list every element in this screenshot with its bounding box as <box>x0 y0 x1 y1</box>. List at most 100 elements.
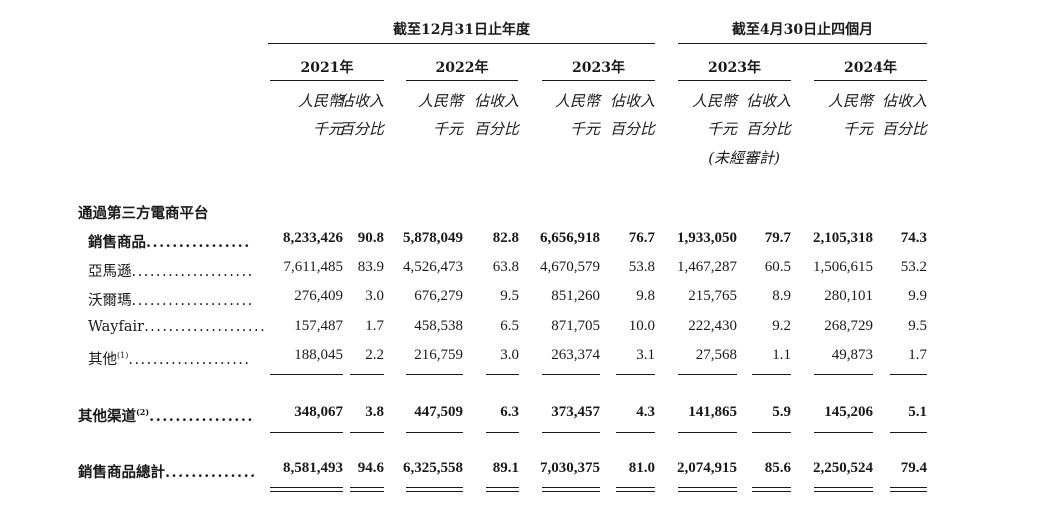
cell-percent: 79.4 <box>900 460 927 476</box>
year-header: 2023年 <box>708 60 761 76</box>
unit-revenue-label: 佔收入 <box>338 92 384 110</box>
cell-percent: 85.6 <box>764 460 791 476</box>
subtotal-rule <box>542 374 600 375</box>
row-label: Wayfair.................... <box>88 319 266 335</box>
cell-amount: 871,705 <box>551 318 600 334</box>
row-label-text: 其他 <box>88 352 117 368</box>
cell-percent: 76.7 <box>628 230 655 246</box>
total-double-rule <box>752 487 791 492</box>
row-label: 銷售商品................ <box>88 231 251 252</box>
total-double-rule <box>814 487 873 492</box>
total-double-rule <box>270 487 343 492</box>
cell-amount: 6,656,918 <box>540 230 600 246</box>
section-title: 通過第三方電商平台 <box>78 205 209 222</box>
subtotal-rule <box>890 374 927 375</box>
cell-amount: 348,067 <box>294 404 343 420</box>
cell-percent: 4.3 <box>636 404 655 420</box>
cell-percent: 9.2 <box>772 318 791 334</box>
cell-percent: 60.5 <box>764 259 791 275</box>
year-header: 2022年 <box>435 60 489 76</box>
cell-amount: 7,611,485 <box>283 259 343 275</box>
cell-percent: 1.7 <box>365 318 384 334</box>
cell-amount: 141,865 <box>688 404 737 420</box>
subtotal-rule <box>486 432 519 433</box>
unit-thousand-label: 千元 <box>569 120 600 138</box>
cell-percent: 90.8 <box>357 230 384 246</box>
total-double-rule <box>542 487 600 492</box>
cell-percent: 9.9 <box>908 288 927 304</box>
cell-amount: 268,729 <box>824 318 873 334</box>
row-label-text: 銷售商品總計 <box>78 464 165 481</box>
cell-percent: 79.7 <box>764 230 791 246</box>
cell-amount: 458,538 <box>414 318 463 334</box>
footnote-marker: (1) <box>117 351 129 360</box>
cell-percent: 3.1 <box>636 347 655 363</box>
cell-percent: 83.9 <box>357 259 384 275</box>
cell-amount: 276,409 <box>294 288 343 304</box>
cell-percent: 6.3 <box>500 404 519 420</box>
cell-amount: 27,568 <box>695 347 737 363</box>
total-double-rule <box>890 487 927 492</box>
leader-dots: ................ <box>146 234 251 251</box>
cell-amount: 4,670,579 <box>540 259 600 275</box>
unit-rmb-label: 人民幣 <box>691 92 737 110</box>
row-label: 其他(1).................... <box>88 348 251 369</box>
cell-amount: 5,878,049 <box>403 230 463 246</box>
cell-percent: 82.8 <box>492 230 519 246</box>
subtotal-rule <box>542 432 600 433</box>
group-header-month: 截至4月30日止四個月 <box>731 22 874 38</box>
cell-amount: 7,030,375 <box>540 460 600 476</box>
cell-amount: 4,526,473 <box>403 259 463 275</box>
cell-percent: 81.0 <box>628 460 655 476</box>
subtotal-rule <box>270 374 343 375</box>
cell-percent: 1.7 <box>908 347 927 363</box>
cell-percent: 9.8 <box>636 288 655 304</box>
leader-dots: ................ <box>149 408 254 425</box>
year-header: 2021年 <box>300 60 354 76</box>
row-label-text: 亞馬遜 <box>88 264 132 280</box>
unit-percent-label: 百分比 <box>881 120 927 138</box>
cell-percent: 89.1 <box>492 460 519 476</box>
unit-percent-label: 百分比 <box>745 120 791 138</box>
unit-percent-label: 百分比 <box>473 120 519 138</box>
row-label: 沃爾瑪.................... <box>88 289 254 310</box>
cell-amount: 1,467,287 <box>677 259 737 275</box>
cell-amount: 447,509 <box>414 404 463 420</box>
row-label: 銷售商品總計.............. <box>78 461 257 482</box>
cell-amount: 6,325,558 <box>403 460 463 476</box>
group-header-year: 截至12月31日止年度 <box>393 22 530 38</box>
subtotal-rule <box>814 432 873 433</box>
subtotal-rule <box>616 374 655 375</box>
total-double-rule <box>616 487 655 492</box>
subtotal-rule <box>678 374 737 375</box>
cell-percent: 3.8 <box>365 404 384 420</box>
subtotal-rule <box>752 432 791 433</box>
cell-percent: 9.5 <box>500 288 519 304</box>
year-rule <box>814 80 927 81</box>
unit-thousand-label: 千元 <box>706 120 737 138</box>
cell-percent: 9.5 <box>908 318 927 334</box>
year-rule <box>406 80 518 81</box>
row-label: 其他渠道(2)................ <box>78 405 254 426</box>
row-label-text: 沃爾瑪 <box>88 293 132 309</box>
cell-percent: 8.9 <box>772 288 791 304</box>
cell-amount: 8,233,426 <box>283 230 343 246</box>
year-rule <box>270 80 384 81</box>
unaudited-note: (未經審計) <box>708 149 780 167</box>
leader-dots: .................... <box>131 293 254 309</box>
total-double-rule <box>486 487 519 492</box>
row-label-text: 銷售商品 <box>88 234 146 251</box>
cell-amount: 2,250,524 <box>813 460 873 476</box>
unit-rmb-label: 人民幣 <box>297 92 343 110</box>
cell-percent: 3.0 <box>365 288 384 304</box>
cell-percent: 94.6 <box>357 460 384 476</box>
unit-thousand-label: 千元 <box>312 120 343 138</box>
cell-amount: 1,933,050 <box>677 230 737 246</box>
cell-amount: 215,765 <box>688 288 737 304</box>
unit-revenue-label: 佔收入 <box>745 92 791 110</box>
cell-amount: 157,487 <box>294 318 343 334</box>
unit-percent-label: 百分比 <box>609 120 655 138</box>
leader-dots: .................... <box>128 352 251 368</box>
subtotal-rule <box>270 432 343 433</box>
group-rule-year <box>268 43 655 44</box>
